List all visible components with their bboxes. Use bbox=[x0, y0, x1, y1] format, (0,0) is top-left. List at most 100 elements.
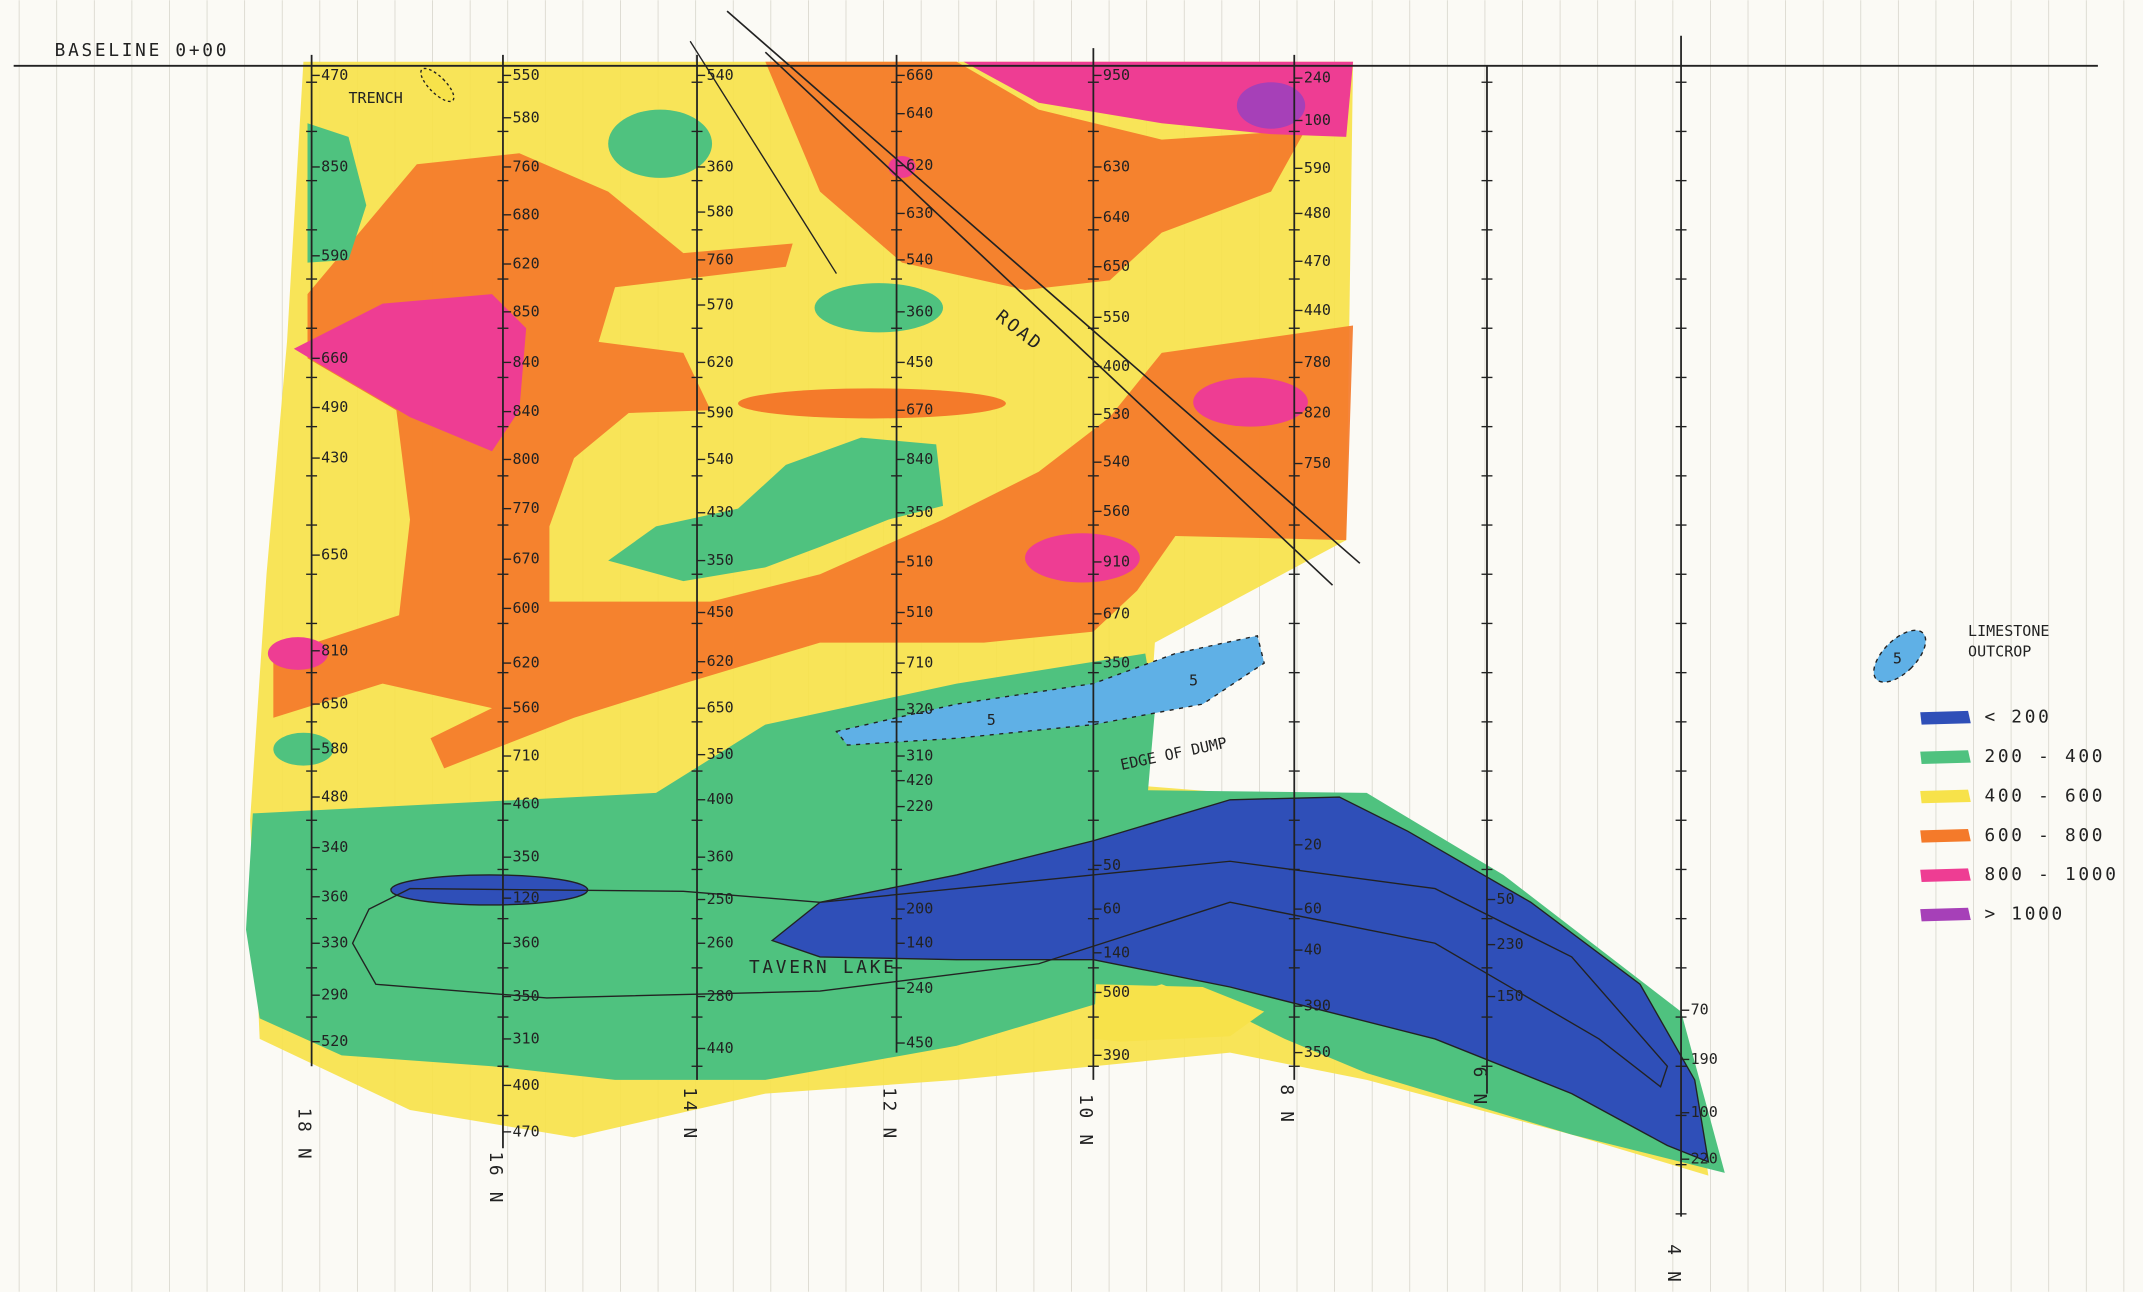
reading: 630 bbox=[1103, 157, 1130, 175]
reading: 350 bbox=[707, 551, 734, 569]
reading: 500 bbox=[1103, 983, 1130, 1001]
survey-lines: 470 850 590 660 490 430 650 810 650 580 480 340 360 3… bbox=[293, 35, 1718, 1285]
road-edge bbox=[689, 40, 838, 274]
pink-zone bbox=[1025, 533, 1140, 583]
reading: 760 bbox=[707, 250, 734, 268]
legend-swatch bbox=[1920, 710, 1971, 725]
reading: 600 bbox=[513, 599, 540, 617]
reading: 60 bbox=[1304, 900, 1322, 918]
line-label: 10 N bbox=[1075, 1094, 1095, 1148]
reading: 510 bbox=[906, 552, 933, 570]
trench bbox=[420, 67, 455, 103]
reading: 750 bbox=[1304, 454, 1331, 472]
reading: 140 bbox=[906, 934, 933, 952]
reading: 470 bbox=[321, 66, 348, 84]
reading: 330 bbox=[321, 934, 348, 952]
reading: 800 bbox=[513, 450, 540, 468]
reading: 260 bbox=[707, 934, 734, 952]
reading: 470 bbox=[1304, 252, 1331, 270]
reading: 460 bbox=[513, 794, 540, 812]
reading: 620 bbox=[513, 255, 540, 273]
yellow-zone bbox=[1093, 984, 1265, 1042]
reading: 540 bbox=[707, 66, 734, 84]
reading: 350 bbox=[707, 745, 734, 763]
outcrop-mark: 5 bbox=[1893, 649, 1902, 667]
reading: 540 bbox=[707, 450, 734, 468]
reading: 450 bbox=[906, 353, 933, 371]
reading: 620 bbox=[707, 652, 734, 670]
reading: 620 bbox=[707, 353, 734, 371]
reading: 580 bbox=[321, 740, 348, 758]
line-label: 16 N bbox=[485, 1151, 505, 1205]
pink-zone bbox=[267, 637, 329, 670]
pink-zone bbox=[293, 294, 527, 452]
reading: 220 bbox=[1691, 1150, 1718, 1168]
reading: 480 bbox=[1304, 204, 1331, 222]
reading: 650 bbox=[321, 695, 348, 713]
road-edge bbox=[726, 10, 1361, 564]
reading: 20 bbox=[1304, 835, 1322, 853]
orange-zone bbox=[273, 153, 1354, 769]
reading: 360 bbox=[513, 934, 540, 952]
reading: 70 bbox=[1691, 1001, 1709, 1019]
reading: 350 bbox=[906, 503, 933, 521]
reading: 400 bbox=[707, 790, 734, 808]
green-zone bbox=[273, 732, 334, 766]
reading: 640 bbox=[906, 104, 933, 122]
reading: 680 bbox=[513, 205, 540, 223]
lake-label: TAVERN LAKE bbox=[749, 958, 897, 978]
reading: 620 bbox=[513, 654, 540, 672]
reading: 480 bbox=[321, 788, 348, 806]
reading: 910 bbox=[1103, 552, 1130, 570]
road bbox=[689, 10, 1361, 586]
reading: 770 bbox=[513, 499, 540, 517]
reading: 660 bbox=[321, 349, 348, 367]
reading: 50 bbox=[1497, 890, 1515, 908]
reading: 840 bbox=[513, 353, 540, 371]
reading: 420 bbox=[906, 771, 933, 789]
reading: 840 bbox=[906, 450, 933, 468]
reading: 100 bbox=[1304, 111, 1331, 129]
reading: 440 bbox=[707, 1039, 734, 1057]
green-zone bbox=[814, 283, 944, 333]
reading: 760 bbox=[513, 157, 540, 175]
reading: 670 bbox=[906, 401, 933, 419]
reading: 200 bbox=[906, 900, 933, 918]
contour-fills bbox=[246, 61, 1725, 1176]
legend-label: 800 - 1000 bbox=[1984, 865, 2118, 885]
legend-swatch bbox=[1920, 750, 1971, 764]
reading: 190 bbox=[1691, 1050, 1718, 1068]
legend-label: 200 - 400 bbox=[1984, 747, 2105, 767]
reading: 100 bbox=[1691, 1103, 1718, 1121]
reading: 620 bbox=[906, 156, 933, 174]
reading: 780 bbox=[1304, 353, 1331, 371]
line-label: 14 N bbox=[679, 1087, 699, 1141]
legend-label: > 1000 bbox=[1984, 905, 2065, 925]
reading: 660 bbox=[906, 66, 933, 84]
trench-label: TRENCH bbox=[349, 89, 403, 107]
reading: 580 bbox=[707, 203, 734, 221]
reading: 120 bbox=[513, 889, 540, 907]
line-label: 8 N bbox=[1276, 1084, 1296, 1124]
reading: 310 bbox=[513, 1029, 540, 1047]
reading: 560 bbox=[513, 699, 540, 717]
orange-zone bbox=[738, 388, 1006, 419]
reading: 470 bbox=[513, 1122, 540, 1140]
reading: 230 bbox=[1497, 935, 1524, 953]
legend: 5 LIMESTONE OUTCROP < 200 200 - 400 400 - … bbox=[1873, 622, 2118, 925]
reading: 650 bbox=[707, 699, 734, 717]
reading: 360 bbox=[906, 302, 933, 320]
reading: 390 bbox=[1304, 997, 1331, 1015]
reading: 840 bbox=[513, 402, 540, 420]
line-label: 4 N bbox=[1663, 1244, 1683, 1284]
legend-label: < 200 bbox=[1984, 708, 2051, 728]
reading: 510 bbox=[906, 603, 933, 621]
reading: 550 bbox=[1103, 308, 1130, 326]
pink-zone bbox=[888, 156, 916, 178]
reading: 590 bbox=[707, 403, 734, 421]
legend-outcrop-swatch bbox=[1873, 629, 1927, 683]
reading: 290 bbox=[321, 986, 348, 1004]
reading: 250 bbox=[707, 890, 734, 908]
reading: 540 bbox=[906, 250, 933, 268]
reading: 350 bbox=[1103, 654, 1130, 672]
